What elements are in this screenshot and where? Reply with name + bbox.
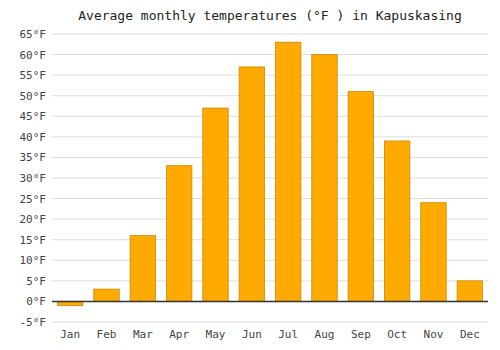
x-axis: Jan Feb Mar Apr May Jun Jul Aug Sep Oct Nov Dec	[60, 328, 480, 341]
x-tick-label: Apr	[169, 328, 189, 341]
y-tick-label: 0°F	[26, 295, 46, 308]
grid-line	[52, 136, 488, 137]
grid-line	[52, 301, 488, 302]
bar	[203, 108, 228, 301]
bar	[384, 141, 409, 301]
x-tick-label: Nov	[424, 328, 444, 341]
x-tick-label: Jul	[278, 328, 298, 341]
grid-line	[52, 116, 488, 117]
x-tick-label: May	[206, 328, 226, 341]
bars	[57, 42, 482, 305]
grid-line	[52, 95, 488, 96]
y-tick-label: 20°F	[20, 213, 47, 226]
x-tick-label: Oct	[387, 328, 407, 341]
x-tick-label: Feb	[97, 328, 117, 341]
grid-line	[52, 75, 488, 76]
x-tick-label: Sep	[351, 328, 371, 341]
bar	[457, 281, 482, 302]
grid-line	[52, 157, 488, 158]
y-tick-label: -5°F	[20, 316, 47, 329]
bar	[275, 42, 300, 301]
y-tick-label: 15°F	[20, 234, 47, 247]
y-axis: -5°F 0°F 5°F 10°F 15°F 20°F 25°F 30°F 35°F 40°F 45…	[20, 28, 47, 329]
bar	[94, 289, 119, 301]
y-tick-label: 45°F	[20, 110, 47, 123]
bar	[130, 236, 155, 302]
bar	[348, 92, 373, 302]
title: Average monthly temperatures (°F ) in Ka…	[78, 8, 462, 23]
bar	[421, 203, 446, 302]
grid-line	[52, 34, 488, 35]
y-tick-label: 55°F	[20, 69, 47, 82]
y-tick-label: 35°F	[20, 151, 47, 164]
x-tick-label: Aug	[315, 328, 335, 341]
x-tick-label: Dec	[460, 328, 480, 341]
y-tick-label: 30°F	[20, 172, 47, 185]
y-tick-label: 10°F	[20, 254, 47, 267]
grid-line	[52, 322, 488, 323]
y-tick-label: 5°F	[26, 275, 46, 288]
y-tick-label: 65°F	[20, 28, 47, 41]
grid-line	[52, 54, 488, 55]
x-tick-label: Jan	[60, 328, 80, 341]
y-tick-label: 25°F	[20, 193, 47, 206]
grid-line	[52, 178, 488, 179]
zero-line	[52, 301, 488, 303]
chart: Average monthly temperatures (°F ) in Ka…	[0, 0, 500, 350]
y-tick-label: 50°F	[20, 90, 47, 103]
bar	[239, 67, 264, 302]
x-tick-label: Jun	[242, 328, 262, 341]
bar	[166, 166, 191, 302]
bar	[312, 55, 337, 302]
grid	[52, 34, 488, 322]
x-tick-label: Mar	[133, 328, 153, 341]
grid-line	[52, 198, 488, 199]
y-tick-label: 60°F	[20, 49, 47, 62]
y-tick-label: 40°F	[20, 131, 47, 144]
